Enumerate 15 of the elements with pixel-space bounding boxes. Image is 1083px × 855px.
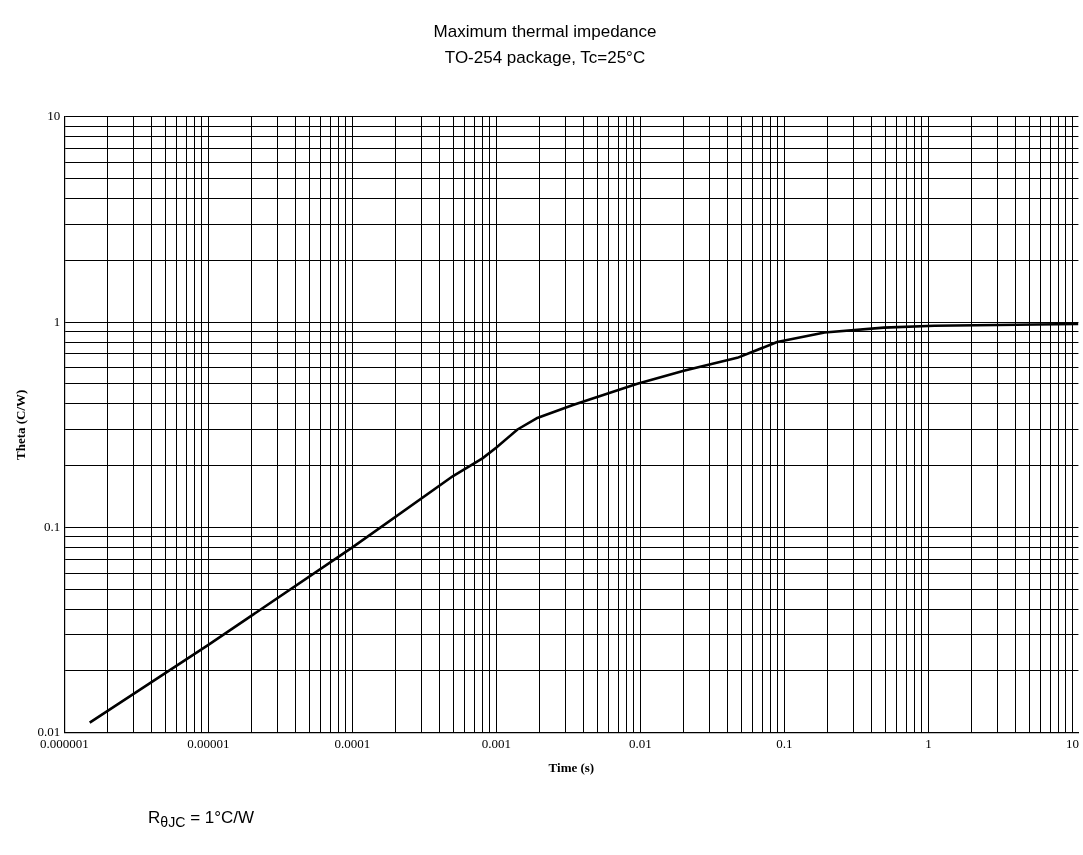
- y-tick-label: 1: [53, 313, 61, 329]
- x-tick-label: 0.0001: [334, 736, 371, 752]
- x-tick-label: 0.001: [481, 736, 512, 752]
- x-axis-title: Time (s): [548, 759, 595, 775]
- text: R$_{θJC}$ = 1°C/W: [148, 808, 255, 831]
- x-tick-label: 10: [1065, 736, 1079, 752]
- chart-subtitle: TO-254 package, Tc=25°C: [444, 48, 646, 68]
- x-tick-label: 0.01: [629, 736, 652, 752]
- chart-title: Maximum thermal impedance: [433, 21, 657, 41]
- x-tick-label: 0.1: [776, 736, 793, 752]
- y-tick-label: 10: [47, 108, 61, 124]
- x-tick-label: 0.00001: [187, 736, 230, 752]
- x-tick-label: 1: [925, 736, 932, 752]
- y-axis-title: Theta (C/W): [13, 389, 29, 461]
- y-tick-label: 0.1: [44, 518, 61, 534]
